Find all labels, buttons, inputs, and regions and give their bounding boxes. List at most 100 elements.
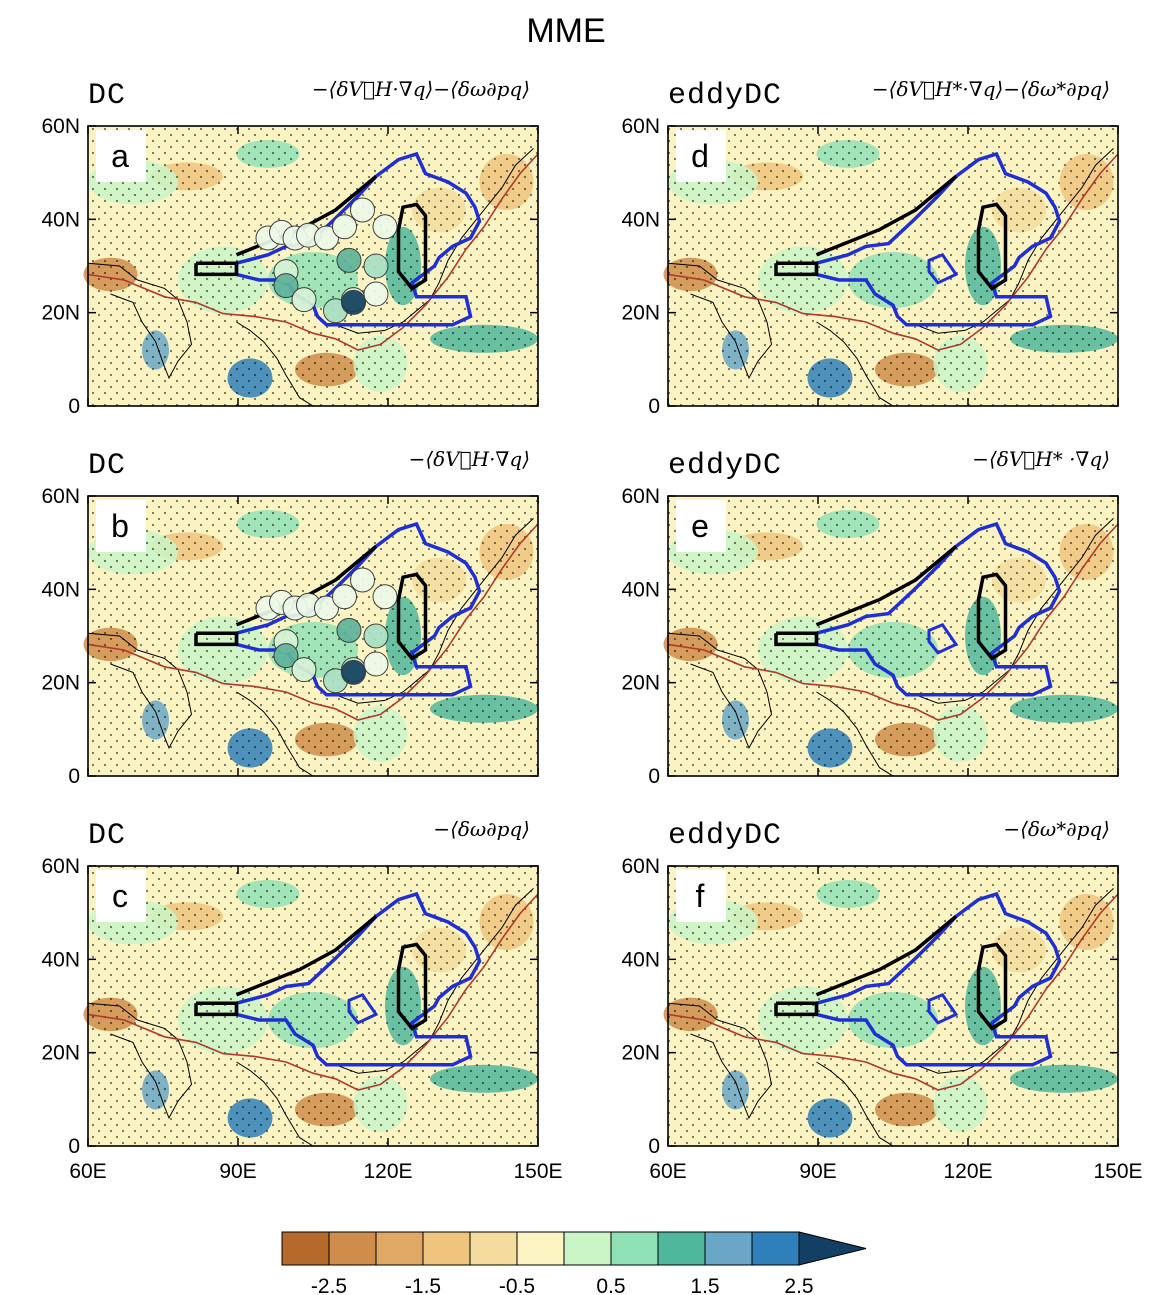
panel-letter-box <box>96 870 146 922</box>
land-boundary <box>87 893 539 1091</box>
panel-formula: −⟨δV⃗H*·∇q⟩−⟨δω*∂pq⟩ <box>872 77 1110 101</box>
station-circle <box>363 281 389 307</box>
y-tick-label: 0 <box>68 1135 80 1158</box>
dataset-label: DC <box>88 449 126 483</box>
y-tick-label: 20N <box>621 302 660 325</box>
stippling <box>88 866 538 1146</box>
station-circle <box>314 225 339 251</box>
region-outline-black <box>976 202 1008 291</box>
station-circle <box>332 584 357 610</box>
station-circle <box>336 247 362 273</box>
region-outline-black <box>976 942 1008 1031</box>
y-tick-label: 60N <box>621 485 660 508</box>
region-outline-blue <box>234 891 482 1067</box>
panel-frame <box>667 865 1119 1147</box>
panel-d: d eddyDC −⟨δV⃗H*·∇q⟩−⟨δω*∂pq⟩ 60N 40N 20N 0 <box>621 77 1119 418</box>
region-outline-black <box>774 261 819 277</box>
station-circle <box>363 253 389 279</box>
panel-frame <box>87 125 539 407</box>
region-outline-black <box>194 631 239 647</box>
land-boundary <box>87 523 539 721</box>
colorbar-swatch <box>704 1231 753 1266</box>
coastline <box>335 888 534 1074</box>
panel-letter-box <box>676 130 726 182</box>
coastline <box>236 321 314 407</box>
station-circle <box>363 623 389 649</box>
colorbar-swatch <box>328 1231 377 1266</box>
station-circle <box>273 273 299 299</box>
panel-letter-box <box>676 500 726 552</box>
station-circle <box>332 214 357 240</box>
dataset-label: eddyDC <box>668 79 782 113</box>
y-tick-label: 40N <box>621 208 660 231</box>
x-tick-label: 90E <box>219 1160 256 1183</box>
region-outline-black <box>396 202 428 291</box>
colorbar-swatch <box>516 1231 565 1266</box>
x-tick-label: 150E <box>513 1160 562 1183</box>
coastline <box>335 518 534 704</box>
x-tick-label: 60E <box>69 1160 106 1183</box>
station-circle <box>341 659 366 685</box>
panel-letter: d <box>691 138 709 174</box>
coastline <box>667 1002 773 1120</box>
region-outline-black <box>396 942 428 1031</box>
station-circle <box>350 197 375 223</box>
y-tick-label: 60N <box>621 115 660 138</box>
y-tick-label: 20N <box>41 1042 80 1065</box>
coastline <box>236 691 314 777</box>
coastline <box>915 518 1114 704</box>
colorbar-label: 2.5 <box>784 1275 813 1295</box>
y-tick-label: 20N <box>41 672 80 695</box>
panel-formula: −⟨δV⃗H·∇q⟩−⟨δω∂pq⟩ <box>312 77 530 101</box>
stippling <box>88 126 538 406</box>
panel-letter-box <box>96 130 146 182</box>
coastline <box>915 888 1114 1074</box>
colorbar-swatch <box>751 1231 800 1266</box>
coastline <box>335 148 534 334</box>
colorbar-label: 1.5 <box>690 1275 719 1295</box>
panel-formula: −⟨δV⃗H* ·∇q⟩ <box>972 447 1110 471</box>
y-tick-label: 0 <box>68 395 80 418</box>
y-tick-label: 60N <box>41 485 80 508</box>
land-boundary <box>667 153 1119 351</box>
region-outline-inner <box>927 992 959 1025</box>
y-tick-label: 20N <box>621 672 660 695</box>
colorbar-swatch <box>469 1231 518 1266</box>
coastline <box>87 1002 193 1120</box>
coastline <box>87 632 193 750</box>
station-circle <box>291 657 317 683</box>
region-outline-black <box>815 175 958 257</box>
region-outline-black <box>396 572 428 661</box>
coastline <box>667 632 773 750</box>
coastline <box>816 1061 894 1147</box>
station-circle <box>273 643 299 669</box>
y-tick-label: 60N <box>41 855 80 878</box>
panel-e: e eddyDC −⟨δV⃗H* ·∇q⟩ 60N 40N 20N 0 <box>621 447 1119 788</box>
colorbar-swatch <box>422 1231 471 1266</box>
panel-formula: −⟨δω*∂pq⟩ <box>1003 817 1110 841</box>
colorbar: -2.5 -1.5 -0.5 0.5 1.5 2.5 <box>281 1231 867 1295</box>
panel-letter: b <box>111 508 129 544</box>
region-outline-blue <box>814 891 1062 1067</box>
station-circle <box>336 617 362 643</box>
panel-b: b DC −⟨δV⃗H·∇q⟩ 60N 40N 20N 0 <box>41 447 539 788</box>
y-tick-label: 20N <box>41 302 80 325</box>
land-boundary <box>667 523 1119 721</box>
station-circle <box>291 287 317 313</box>
dataset-label: eddyDC <box>668 449 782 483</box>
panel-letter-box <box>676 870 726 922</box>
colorbar-swatch <box>563 1231 612 1266</box>
y-tick-label: 20N <box>621 1042 660 1065</box>
region-outline-blue <box>814 521 1062 697</box>
panel-frame <box>87 495 539 777</box>
dataset-label: DC <box>88 819 126 853</box>
region-outline-blue <box>814 151 1062 327</box>
region-outline-black <box>235 915 378 997</box>
region-outline-inner <box>927 252 959 285</box>
y-tick-label: 40N <box>41 578 80 601</box>
station-circle <box>350 567 375 593</box>
panel-letter: f <box>696 878 705 914</box>
x-tick-label: 60E <box>649 1160 686 1183</box>
colorbar-swatch <box>610 1231 659 1266</box>
